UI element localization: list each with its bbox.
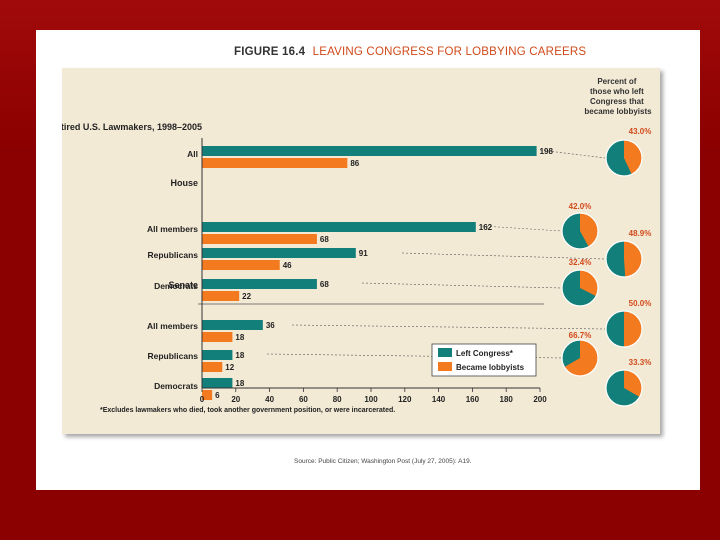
x-tick-label: 100 xyxy=(364,395,378,404)
pie-chart: 48.9% xyxy=(605,229,652,278)
x-tick-label: 120 xyxy=(398,395,412,404)
category-label: Democrats xyxy=(154,281,198,291)
x-tick-label: 20 xyxy=(231,395,240,404)
pie-chart: 50.0% xyxy=(605,299,652,348)
pie-slice-became-lobbyists xyxy=(624,140,642,175)
bar-value-label-left-congress: 91 xyxy=(359,249,368,258)
bar-value-label-left-congress: 198 xyxy=(540,147,554,156)
bar-value-label-left-congress: 68 xyxy=(320,280,329,289)
bar-value-label-became-lobbyists: 22 xyxy=(242,292,251,301)
section-label-senate: Senate xyxy=(168,280,198,290)
bar-left-congress xyxy=(202,222,476,232)
legend-label-left-congress: Left Congress* xyxy=(456,349,514,358)
slide: FIGURE 16.4 LEAVING CONGRESS FOR LOBBYIN… xyxy=(36,30,700,490)
bar-value-label-left-congress: 18 xyxy=(235,379,244,388)
pie-chart: 33.3% xyxy=(605,358,652,407)
bar-left-congress xyxy=(202,279,317,289)
bar-value-label-left-congress: 36 xyxy=(266,321,275,330)
leader-line xyxy=(401,252,606,260)
bar-value-label-left-congress: 18 xyxy=(235,351,244,360)
x-tick-label: 40 xyxy=(265,395,274,404)
pie-outline xyxy=(605,139,643,177)
category-label: Democrats xyxy=(154,381,198,391)
pie-slice-became-lobbyists xyxy=(624,241,642,277)
figure-title: FIGURE 16.4 LEAVING CONGRESS FOR LOBBYIN… xyxy=(234,46,586,58)
pie-percent-label: 48.9% xyxy=(629,229,652,238)
pie-slice-became-lobbyists xyxy=(624,311,642,347)
category-label: Republicans xyxy=(147,351,198,361)
bar-value-label-left-congress: 162 xyxy=(479,223,493,232)
pie-percent-label: 32.4% xyxy=(569,258,592,267)
legend-label-became-lobbyists: Became lobbyists xyxy=(456,363,525,372)
pie-percent-label: 33.3% xyxy=(629,358,652,367)
category-label: Republicans xyxy=(147,250,198,260)
pie-chart: 32.4% xyxy=(561,258,599,307)
pie-header-line4: became lobbyists xyxy=(584,107,652,116)
x-tick-label: 180 xyxy=(500,395,514,404)
pie-chart: 43.0% xyxy=(605,127,652,177)
leader-line xyxy=(539,149,606,159)
chart-panel: 198 162 91 68 36 18 18 86 68 46 22 18 12 6 0 20 40 60 80 1… xyxy=(62,68,660,434)
x-tick-label: 80 xyxy=(333,395,342,404)
legend-swatch-became-lobbyists xyxy=(438,362,452,371)
category-label: All xyxy=(187,149,198,159)
pie-outline xyxy=(605,369,643,407)
pie-header: Percent of those who left Congress that … xyxy=(584,77,652,116)
bar-left-congress xyxy=(202,248,356,258)
x-tick-label: 160 xyxy=(466,395,480,404)
chart-title-line1: Retired U.S. Lawmakers, 1998–2005 xyxy=(62,122,202,132)
chart-title: Retired U.S. Lawmakers, 1998–2005 xyxy=(62,122,202,132)
pie-percent-label: 66.7% xyxy=(569,331,592,340)
pie-outline xyxy=(561,212,599,250)
x-tick-label: 140 xyxy=(432,395,446,404)
pie-chart: 42.0% xyxy=(561,202,599,250)
x-tick-label: 0 xyxy=(200,395,205,404)
figure-source: Source: Public Citizen; Washington Post … xyxy=(294,458,472,465)
pie-slice-became-lobbyists xyxy=(564,340,598,377)
pie-outline xyxy=(605,310,643,348)
pie-slice-became-lobbyists xyxy=(580,213,598,247)
pie-outline xyxy=(605,240,643,278)
section-label-house: House xyxy=(170,178,198,188)
legend: Left Congress* Became lobbyists xyxy=(431,343,537,377)
pie-outline xyxy=(561,269,599,307)
x-tick-label: 200 xyxy=(533,395,547,404)
bar-became-lobbyists xyxy=(202,362,223,372)
bar-became-lobbyists xyxy=(202,291,240,301)
bar-value-label-became-lobbyists: 12 xyxy=(225,363,234,372)
bar-value-label-became-lobbyists: 6 xyxy=(215,391,220,400)
bar-value-label-became-lobbyists: 18 xyxy=(235,333,244,342)
pie-header-line2: those who left xyxy=(590,87,644,96)
pie-chart: 66.7% xyxy=(561,331,599,377)
pie-percent-label: 43.0% xyxy=(629,127,652,136)
figure-number: FIGURE 16.4 xyxy=(234,46,306,58)
bar-value-label-became-lobbyists: 46 xyxy=(283,261,292,270)
x-tick-label: 60 xyxy=(299,395,308,404)
bar-left-congress xyxy=(202,320,263,330)
leader-line xyxy=(361,282,563,289)
chart-footnote: *Excludes lawmakers who died, took anoth… xyxy=(100,407,395,414)
bar-became-lobbyists xyxy=(202,158,348,168)
bar-became-lobbyists xyxy=(202,260,280,270)
pie-header-line1: Percent of xyxy=(597,77,636,86)
pie-outline xyxy=(561,339,599,377)
bar-value-label-became-lobbyists: 68 xyxy=(320,235,329,244)
figure-name: LEAVING CONGRESS FOR LOBBYING CAREERS xyxy=(312,46,587,58)
pie-header-line3: Congress that xyxy=(590,97,644,106)
bar-left-congress xyxy=(202,350,233,360)
pie-percent-label: 42.0% xyxy=(569,202,592,211)
bar-became-lobbyists xyxy=(202,332,233,342)
bar-left-congress xyxy=(202,378,233,388)
legend-swatch-left-congress xyxy=(438,348,452,357)
leader-line xyxy=(481,225,563,232)
category-label: All members xyxy=(147,224,198,234)
bar-became-lobbyists xyxy=(202,234,317,244)
pie-percent-label: 50.0% xyxy=(629,299,652,308)
bar-left-congress xyxy=(202,146,537,156)
bar-value-label-became-lobbyists: 86 xyxy=(350,159,359,168)
bar-became-lobbyists xyxy=(202,390,213,400)
category-label: All members xyxy=(147,321,198,331)
leader-line xyxy=(291,324,606,330)
